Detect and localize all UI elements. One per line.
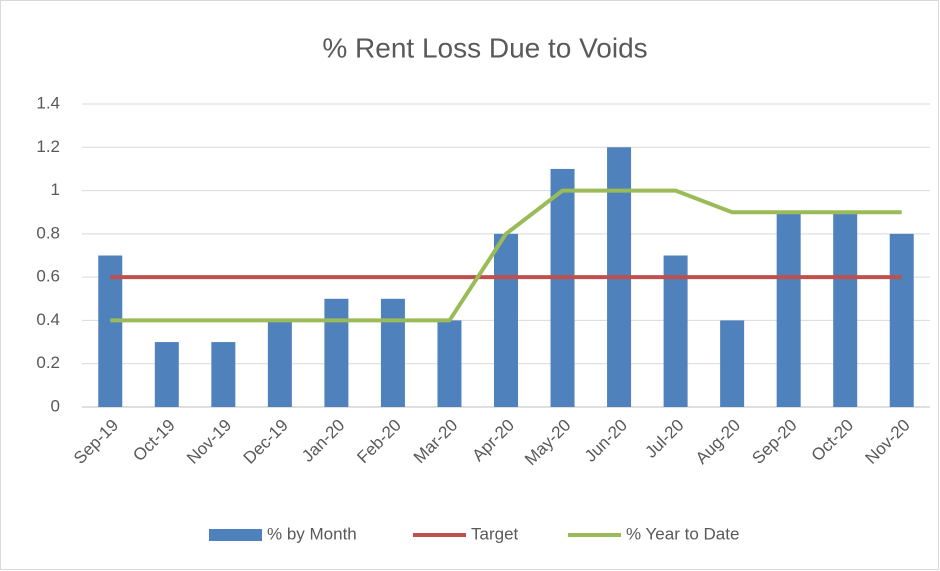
chart-title: % Rent Loss Due to Voids [322,32,647,63]
y-tick-label: 0.6 [36,267,60,286]
legend-label: % by Month [267,524,357,543]
bar [776,212,801,407]
bar [833,212,858,407]
bar [889,233,914,407]
bar [98,255,123,407]
bar [380,298,405,407]
bar [324,298,349,407]
bar [663,255,688,407]
bar [494,233,518,407]
legend-swatch [209,529,262,541]
bar [267,320,292,407]
bar [550,168,575,407]
line [110,188,902,323]
legend-label: % Year to Date [626,524,739,543]
bar [720,320,745,407]
bar [154,342,179,407]
y-tick-label: 1 [51,180,60,199]
y-tick-label: 0.8 [36,223,60,242]
y-tick-label: 1.4 [36,93,60,112]
y-tick-label: 0.2 [36,353,60,372]
legend-label: Target [471,524,519,543]
bar [437,320,462,407]
y-tick-label: 0 [51,396,60,415]
bar [211,342,236,407]
y-tick-label: 0.4 [36,310,60,329]
y-tick-label: 1.2 [36,137,60,156]
